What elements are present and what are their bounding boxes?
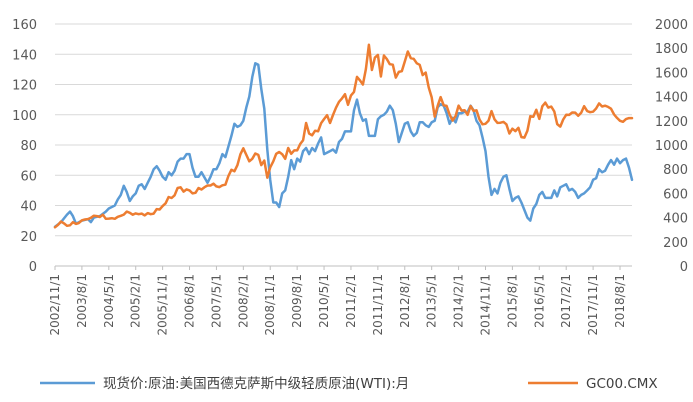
- series-line-gold: [53, 43, 634, 229]
- legend-label-gold: GC00.CMX: [586, 376, 658, 392]
- x-tick-label: 2014/11/1: [478, 274, 492, 336]
- x-tick-label: 2012/8/1: [398, 274, 412, 328]
- left-tick-label: 60: [20, 169, 37, 184]
- x-tick-label: 2004/5/1: [102, 274, 116, 328]
- left-axis-ticks: 0 20 40 60 80 100 120 140 160: [12, 18, 37, 275]
- right-tick-label: 800: [663, 163, 688, 178]
- left-tick-label: 140: [12, 48, 37, 63]
- x-tick-label: 2002/11/1: [48, 274, 62, 336]
- x-tick-label: 2011/2/1: [344, 274, 358, 328]
- left-tick-label: 160: [12, 18, 37, 33]
- x-tick-label: 2005/11/1: [156, 274, 170, 336]
- x-tick-label: 2006/8/1: [183, 274, 197, 328]
- x-tick-label: 2017/11/1: [586, 274, 600, 336]
- series-line-wti: [53, 62, 634, 228]
- x-tick-label: 2014/2/1: [452, 274, 466, 328]
- right-tick-label: 0: [680, 260, 688, 275]
- right-tick-label: 1800: [655, 42, 688, 57]
- left-tick-label: 120: [12, 79, 37, 94]
- left-tick-label: 0: [29, 260, 37, 275]
- right-tick-label: 400: [663, 212, 688, 227]
- x-tick-label: 2005/2/1: [129, 274, 143, 328]
- series-layer: [53, 43, 634, 229]
- legend: 现货价:原油:美国西德克萨斯中级轻质原油(WTI):月 GC00.CMX: [40, 375, 658, 392]
- x-tick-label: 2013/5/1: [425, 274, 439, 328]
- right-axis-ticks: 0 200 400 600 800 1000 1200 1400 1600 1800 2000: [655, 18, 688, 275]
- x-tick-label: 2009/8/1: [290, 274, 304, 328]
- x-tick-label: 2018/8/1: [613, 274, 627, 328]
- x-axis-ticks: 2002/11/1 2003/8/1 2004/5/1 2005/2/1 2005/11…: [48, 266, 627, 336]
- x-tick-label: 2008/2/1: [236, 274, 250, 328]
- left-tick-label: 80: [20, 139, 37, 154]
- x-tick-label: 2007/5/1: [209, 274, 223, 328]
- right-tick-label: 1200: [655, 115, 688, 130]
- right-tick-label: 600: [663, 187, 688, 202]
- left-tick-label: 20: [20, 230, 37, 245]
- left-tick-label: 40: [20, 200, 37, 215]
- left-tick-label: 100: [12, 109, 37, 124]
- x-tick-label: 2011/11/1: [371, 274, 385, 336]
- x-tick-label: 2008/11/1: [263, 274, 277, 336]
- right-tick-label: 1600: [655, 66, 688, 81]
- x-tick-label: 2015/8/1: [505, 274, 519, 328]
- right-tick-label: 1000: [655, 139, 688, 154]
- x-tick-label: 2010/5/1: [317, 274, 331, 328]
- x-tick-label: 2016/5/1: [532, 274, 546, 328]
- x-tick-label: 2017/2/1: [559, 274, 573, 328]
- x-tick-label: 2003/8/1: [75, 274, 89, 328]
- right-tick-label: 1400: [655, 91, 688, 106]
- legend-label-wti: 现货价:原油:美国西德克萨斯中级轻质原油(WTI):月: [103, 375, 409, 392]
- right-tick-label: 2000: [655, 18, 688, 33]
- gridlines: [55, 23, 632, 237]
- right-tick-label: 200: [663, 236, 688, 251]
